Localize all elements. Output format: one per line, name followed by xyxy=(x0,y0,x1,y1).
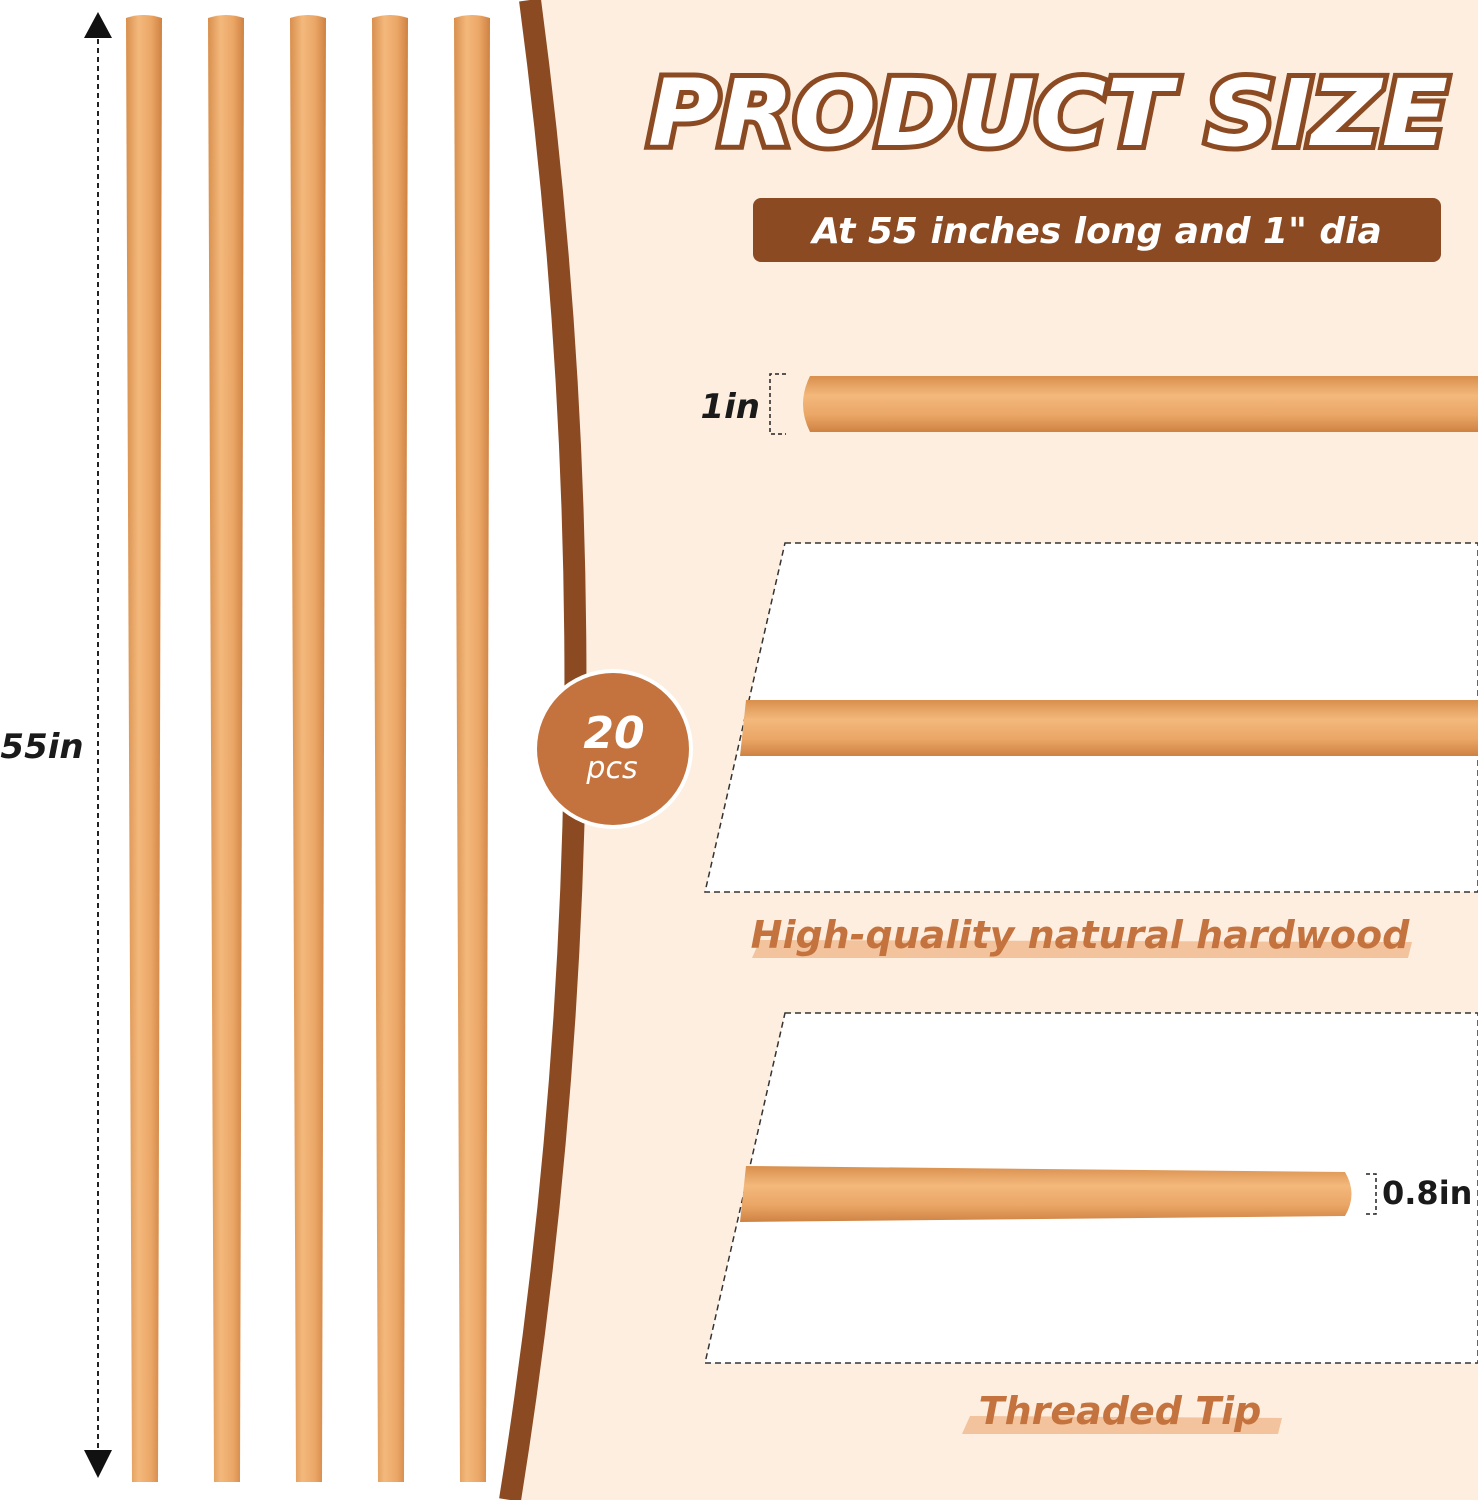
dowel-group xyxy=(126,15,490,1482)
tip-diameter-label: 0.8in xyxy=(1382,1174,1472,1212)
length-dimension: 55in xyxy=(0,12,112,1478)
dowel-tapered-tip xyxy=(740,1166,1352,1222)
highlight-bar xyxy=(962,1416,1282,1434)
dowel xyxy=(208,15,244,1482)
feature-hardwood: High-quality natural hardwood xyxy=(751,913,1410,957)
diameter-label: 1in xyxy=(700,387,760,427)
count-unit: pcs xyxy=(585,751,637,786)
arrow-down-icon xyxy=(84,1450,112,1478)
arrow-up-icon xyxy=(84,12,112,38)
dowel xyxy=(290,15,326,1482)
highlight-bar xyxy=(752,940,1412,958)
dowel xyxy=(126,15,162,1482)
page-title: PRODUCT SIZE xyxy=(648,60,1448,167)
dowel xyxy=(372,15,408,1482)
count-number: 20 xyxy=(583,708,644,759)
feature-tip: Threaded Tip xyxy=(979,1389,1262,1433)
dowel xyxy=(454,15,490,1482)
diameter-detail: 1in xyxy=(700,373,1478,435)
subtitle: At 55 inches long and 1" dia xyxy=(809,211,1382,252)
subtitle-banner xyxy=(753,198,1441,262)
length-label: 55in xyxy=(0,727,83,767)
dowel-middle xyxy=(740,700,1478,756)
count-badge: 20 pcs xyxy=(533,669,693,829)
